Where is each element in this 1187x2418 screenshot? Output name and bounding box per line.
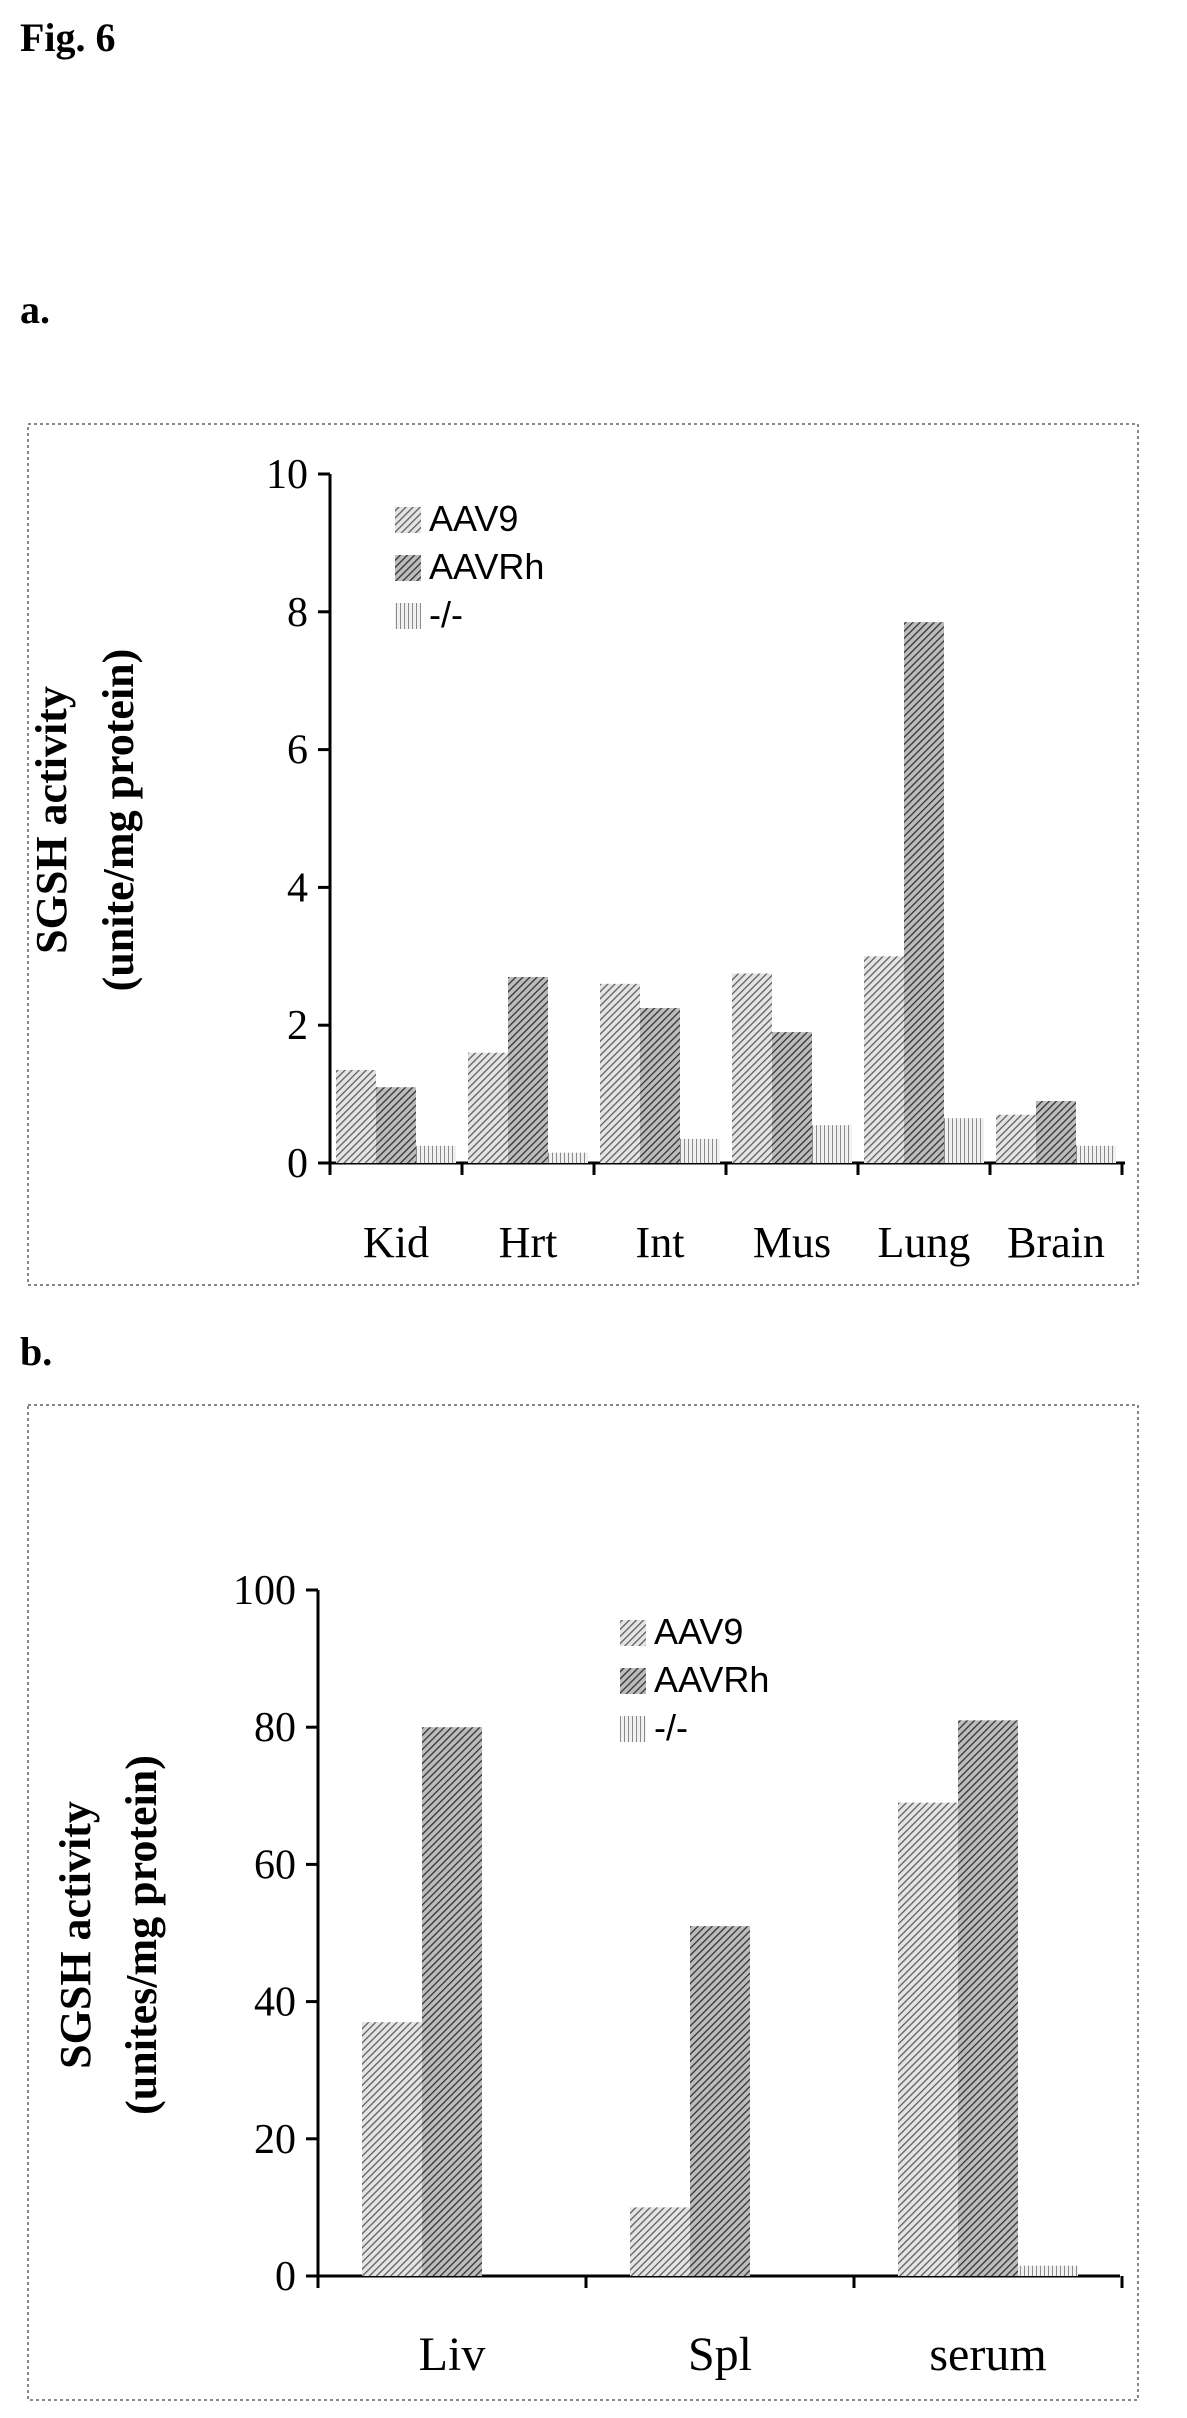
legend: AAV9 AAVRh -/- [620, 1611, 769, 1748]
bar-AAVRh-kid [376, 1087, 416, 1163]
bar-AAV9-spl [630, 2207, 690, 2276]
bar-AAVRh-serum [958, 1720, 1018, 2276]
y-tick-label: 6 [287, 728, 308, 774]
legend-label: AAV9 [429, 498, 518, 539]
y-tick-label: 0 [275, 2254, 296, 2300]
category-label-int: Int [636, 1218, 685, 1267]
legend-label: -/- [654, 1707, 688, 1748]
bar-AAVRh-lung [904, 622, 944, 1163]
legend-swatch [395, 507, 421, 533]
bar-AAV9-kid [336, 1069, 376, 1163]
y-tick-label: 8 [287, 590, 308, 636]
bar--int [680, 1138, 720, 1163]
bar--hrt [548, 1152, 588, 1163]
bar-AAVRh-hrt [508, 976, 548, 1163]
bar-AAV9-lung [864, 956, 904, 1163]
y-tick-label: 4 [287, 865, 308, 911]
bar-AAVRh-spl [690, 1926, 750, 2276]
y-tick-label: 0 [287, 1141, 308, 1187]
y-axis-label: (unite/mg protein) [94, 649, 143, 992]
bar--mus [812, 1125, 852, 1163]
bar--lung [944, 1118, 984, 1163]
y-tick-label: 60 [254, 1842, 296, 1888]
category-label-spl: Spl [688, 2328, 752, 2381]
figure-title: Fig. 6 [20, 15, 116, 60]
panel-a-label: a. [20, 287, 50, 332]
category-label-lung: Lung [878, 1218, 971, 1267]
y-axis-label: SGSH activity [51, 1801, 100, 2069]
category-label-liv: Liv [419, 2328, 486, 2381]
y-tick-label: 100 [233, 1568, 296, 1614]
bar-AAV9-int [600, 983, 640, 1163]
legend-swatch [395, 555, 421, 581]
legend-label: AAV9 [654, 1611, 743, 1652]
panel-b-label: b. [20, 1329, 53, 1374]
y-tick-label: 10 [266, 452, 308, 498]
y-tick-label: 2 [287, 1003, 308, 1049]
chart-b: 0 20 40 60 80 100 Liv Spl serum SGSH activity (uni… [27, 1404, 1139, 2401]
legend-swatch [395, 603, 421, 629]
bar-AAVRh-liv [422, 1727, 482, 2276]
legend-label: -/- [429, 594, 463, 635]
category-label-mus: Mus [753, 1218, 831, 1267]
bar-AAV9-mus [732, 973, 772, 1163]
legend-swatch [620, 1668, 646, 1694]
y-tick-label: 80 [254, 1705, 296, 1751]
category-label-serum: serum [929, 2328, 1046, 2381]
chart-border [27, 1404, 1139, 2401]
legend-swatch [620, 1716, 646, 1742]
legend-label: AAVRh [429, 546, 544, 587]
bar-AAV9-serum [898, 1802, 958, 2276]
category-label-hrt: Hrt [499, 1218, 558, 1267]
bar-AAV9-hrt [468, 1052, 508, 1163]
y-axis-label: SGSH activity [27, 686, 76, 954]
bar--kid [416, 1145, 456, 1163]
chart-a: 0 2 4 6 8 10 Kid Hrt Int Mus Lung Brain SGSH activit… [27, 423, 1139, 1286]
category-label-kid: Kid [363, 1218, 429, 1267]
bar--brain [1076, 1145, 1116, 1163]
y-axis-label: (unites/mg protein) [117, 1755, 166, 2115]
bar-AAV9-liv [362, 2022, 422, 2276]
legend-swatch [620, 1620, 646, 1646]
chart-border [27, 423, 1139, 1286]
bar-AAVRh-int [640, 1007, 680, 1163]
category-label-brain: Brain [1007, 1218, 1105, 1267]
bar-AAVRh-brain [1036, 1100, 1076, 1163]
y-tick-label: 20 [254, 2117, 296, 2163]
bar--serum [1018, 2265, 1078, 2276]
bar-AAVRh-mus [772, 1032, 812, 1163]
legend-label: AAVRh [654, 1659, 769, 1700]
legend: AAV9 AAVRh -/- [395, 498, 544, 635]
y-tick-label: 40 [254, 1980, 296, 2026]
bar-AAV9-brain [996, 1114, 1036, 1163]
